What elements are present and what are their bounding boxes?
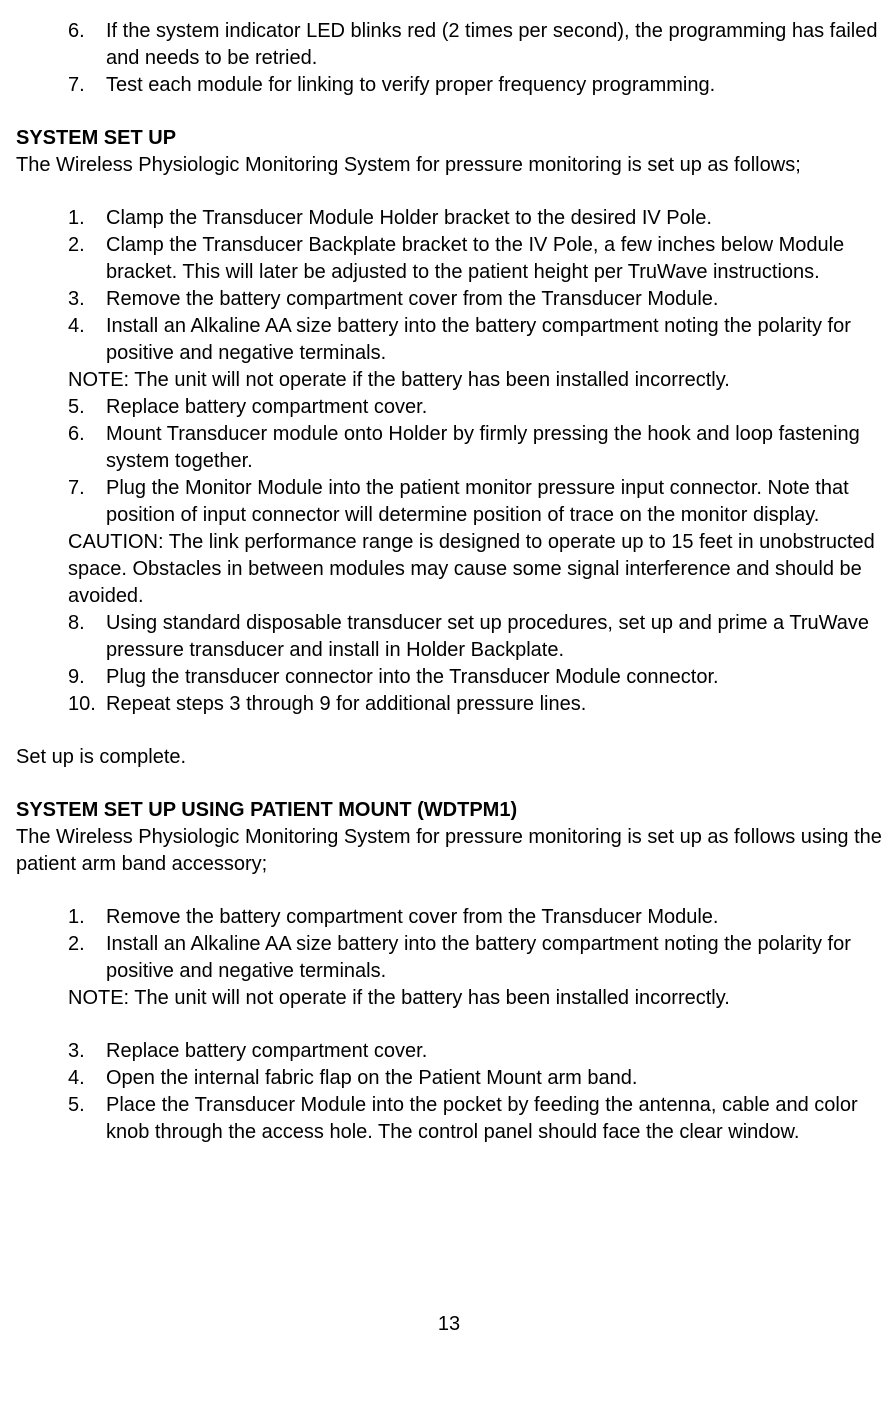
list-text: Plug the Monitor Module into the patient… <box>106 477 849 526</box>
list-number: 8. <box>68 610 85 637</box>
section2-list-a: 1. Remove the battery compartment cover f… <box>16 904 882 985</box>
spacer <box>16 718 882 744</box>
list-item: 6. Mount Transducer module onto Holder by… <box>16 421 882 475</box>
spacer <box>16 771 882 797</box>
list-number: 6. <box>68 421 85 448</box>
list-item: 3. Replace battery compartment cover. <box>16 1038 882 1065</box>
spacer <box>16 99 882 125</box>
spacer <box>16 179 882 205</box>
list-text: Mount Transducer module onto Holder by f… <box>106 423 860 472</box>
list-text: Install an Alkaline AA size battery into… <box>106 933 851 982</box>
list-text: Install an Alkaline AA size battery into… <box>106 315 851 364</box>
section-heading: SYSTEM SET UP USING PATIENT MOUNT (WDTPM… <box>16 797 882 824</box>
caution-text: CAUTION: The link performance range is d… <box>16 529 882 610</box>
list-text: Using standard disposable transducer set… <box>106 612 869 661</box>
list-item: 1. Remove the battery compartment cover f… <box>16 904 882 931</box>
list-number: 3. <box>68 286 85 313</box>
intro-list: 6. If the system indicator LED blinks red… <box>16 18 882 99</box>
section1-list-a: 1. Clamp the Transducer Module Holder bra… <box>16 205 882 367</box>
list-text: Repeat steps 3 through 9 for additional … <box>106 693 586 715</box>
list-number: 7. <box>68 72 85 99</box>
list-text: Remove the battery compartment cover fro… <box>106 906 719 928</box>
list-number: 2. <box>68 931 85 958</box>
list-text: Replace battery compartment cover. <box>106 1040 427 1062</box>
list-item: 9. Plug the transducer connector into the… <box>16 664 882 691</box>
list-text: Plug the transducer connector into the T… <box>106 666 719 688</box>
section1-list-c: 8. Using standard disposable transducer s… <box>16 610 882 718</box>
list-number: 7. <box>68 475 85 502</box>
list-item: 4. Install an Alkaline AA size battery in… <box>16 313 882 367</box>
list-item: 3. Remove the battery compartment cover f… <box>16 286 882 313</box>
list-number: 6. <box>68 18 85 45</box>
list-text: Clamp the Transducer Backplate bracket t… <box>106 234 844 283</box>
list-item: 5. Place the Transducer Module into the p… <box>16 1092 882 1146</box>
list-item: 4. Open the internal fabric flap on the P… <box>16 1065 882 1092</box>
list-text: Test each module for linking to verify p… <box>106 74 715 96</box>
note-text: NOTE: The unit will not operate if the b… <box>16 367 882 394</box>
list-number: 2. <box>68 232 85 259</box>
section-outro: Set up is complete. <box>16 744 882 771</box>
page-number: 13 <box>16 1311 882 1338</box>
list-item: 7. Plug the Monitor Module into the patie… <box>16 475 882 529</box>
spacer <box>16 1012 882 1038</box>
spacer <box>16 878 882 904</box>
list-number: 1. <box>68 904 85 931</box>
list-text: Clamp the Transducer Module Holder brack… <box>106 207 712 229</box>
list-item: 8. Using standard disposable transducer s… <box>16 610 882 664</box>
list-number: 1. <box>68 205 85 232</box>
section-intro: The Wireless Physiologic Monitoring Syst… <box>16 824 882 878</box>
list-item: 2. Install an Alkaline AA size battery in… <box>16 931 882 985</box>
list-text: If the system indicator LED blinks red (… <box>106 20 877 69</box>
list-item: 1. Clamp the Transducer Module Holder bra… <box>16 205 882 232</box>
section2-list-b: 3. Replace battery compartment cover. 4. O… <box>16 1038 882 1146</box>
list-number: 4. <box>68 313 85 340</box>
section-heading: SYSTEM SET UP <box>16 125 882 152</box>
list-text: Place the Transducer Module into the poc… <box>106 1094 858 1143</box>
list-number: 4. <box>68 1065 85 1092</box>
list-number: 10. <box>68 691 96 718</box>
section-intro: The Wireless Physiologic Monitoring Syst… <box>16 152 882 179</box>
page-content: 6. If the system indicator LED blinks red… <box>16 18 882 1338</box>
list-number: 9. <box>68 664 85 691</box>
section1-list-b: 5. Replace battery compartment cover. 6. M… <box>16 394 882 529</box>
list-item: 5. Replace battery compartment cover. <box>16 394 882 421</box>
list-number: 5. <box>68 1092 85 1119</box>
list-number: 3. <box>68 1038 85 1065</box>
list-number: 5. <box>68 394 85 421</box>
list-item: 7. Test each module for linking to verify… <box>16 72 882 99</box>
list-item: 10. Repeat steps 3 through 9 for addition… <box>16 691 882 718</box>
note-text: NOTE: The unit will not operate if the b… <box>16 985 882 1012</box>
list-text: Open the internal fabric flap on the Pat… <box>106 1067 637 1089</box>
list-text: Replace battery compartment cover. <box>106 396 427 418</box>
list-text: Remove the battery compartment cover fro… <box>106 288 719 310</box>
list-item: 2. Clamp the Transducer Backplate bracket… <box>16 232 882 286</box>
list-item: 6. If the system indicator LED blinks red… <box>16 18 882 72</box>
